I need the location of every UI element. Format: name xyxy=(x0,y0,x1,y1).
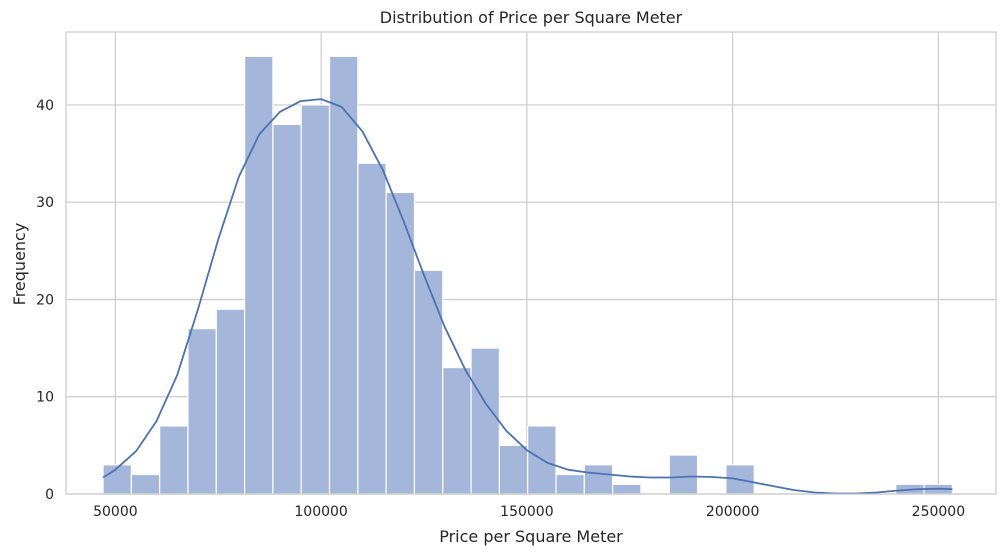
histogram-bar xyxy=(300,104,331,495)
histogram-bar xyxy=(187,328,217,495)
x-tick-label: 250000 xyxy=(912,504,965,520)
plot-frame xyxy=(65,31,997,495)
histogram-bar xyxy=(130,473,161,495)
histogram-bar xyxy=(470,347,500,495)
histogram-bar xyxy=(328,55,359,495)
x-tick-label: 100000 xyxy=(294,504,347,520)
y-tick-label: 0 xyxy=(45,487,54,503)
histogram-bar xyxy=(357,162,387,495)
histogram-bar xyxy=(612,483,642,495)
y-axis-label: Frequency xyxy=(10,223,29,306)
histogram-bars xyxy=(102,55,953,495)
histogram-bar xyxy=(159,425,189,495)
y-tick-label: 30 xyxy=(36,195,54,211)
x-tick-label: 200000 xyxy=(706,504,759,520)
x-axis-label: Price per Square Meter xyxy=(439,527,623,546)
y-axis-ticks: 0 10 20 30 40 xyxy=(36,98,54,503)
histogram-bar xyxy=(272,123,302,495)
histogram-bar xyxy=(555,473,585,495)
x-tick-label: 50000 xyxy=(93,504,138,520)
y-tick-label: 20 xyxy=(36,292,54,308)
histogram-bar xyxy=(215,308,246,495)
x-axis-ticks: 50000 100000 150000 200000 250000 xyxy=(93,504,965,520)
chart-title: Distribution of Price per Square Meter xyxy=(380,8,683,27)
histogram-bar xyxy=(498,444,529,495)
y-tick-label: 10 xyxy=(36,390,54,406)
histogram-bar xyxy=(668,454,699,495)
y-tick-label: 40 xyxy=(36,98,54,114)
x-tick-label: 150000 xyxy=(500,504,553,520)
histogram-bar xyxy=(243,55,274,495)
histogram-bar xyxy=(583,464,614,495)
kde-curve-group xyxy=(102,98,953,495)
kde-curve xyxy=(102,98,953,495)
histogram-bar xyxy=(442,366,472,495)
histogram-bar xyxy=(413,269,444,495)
